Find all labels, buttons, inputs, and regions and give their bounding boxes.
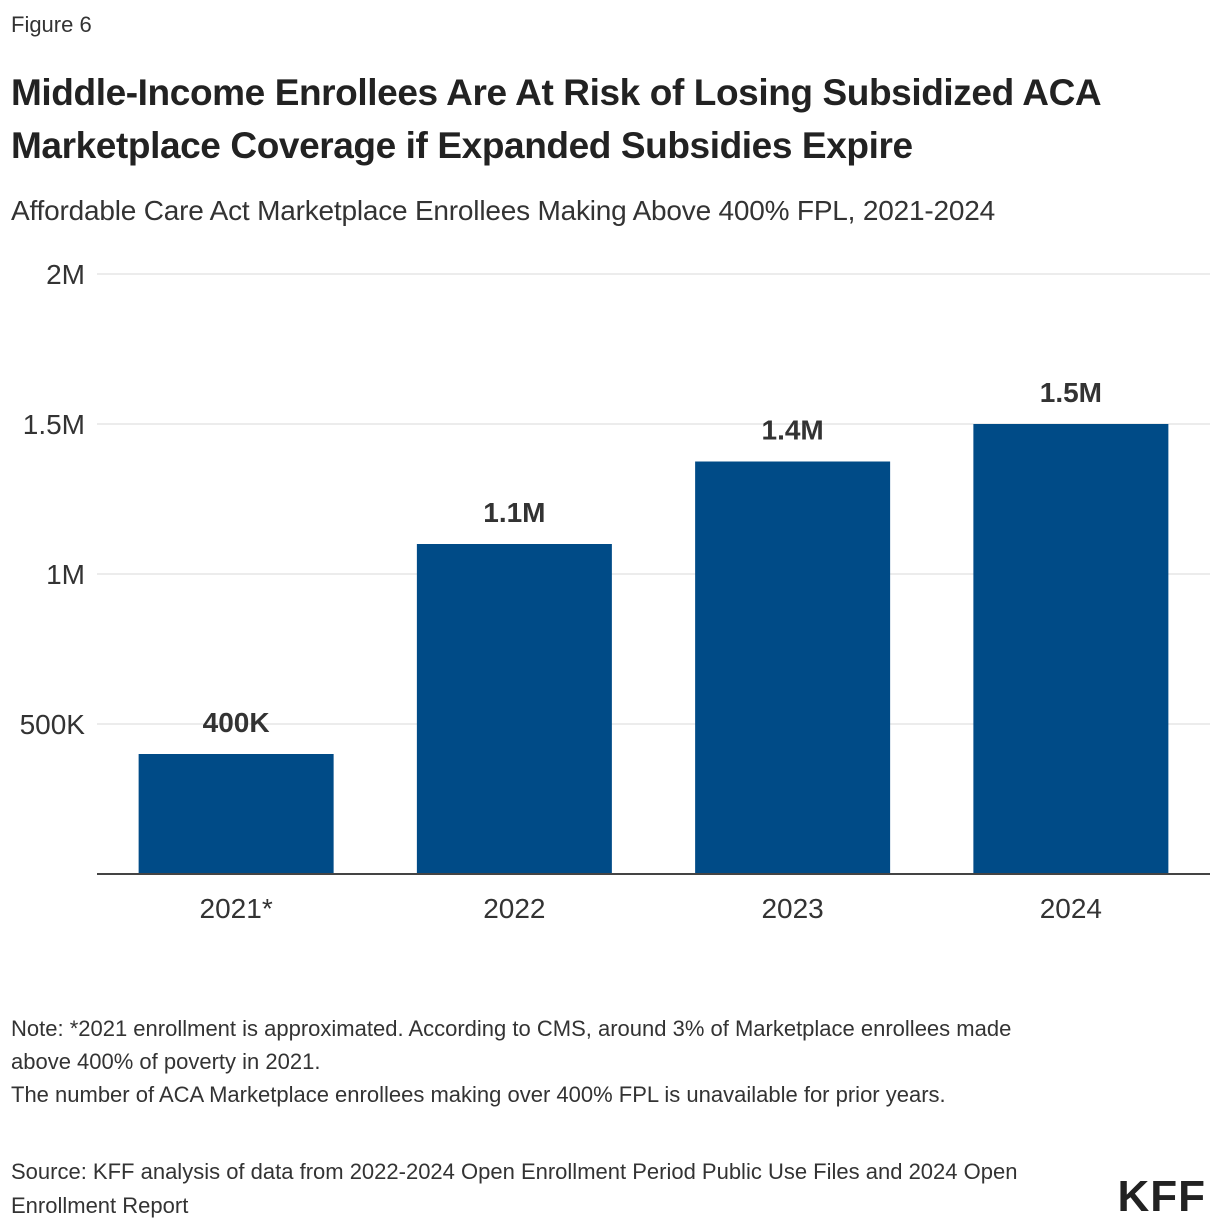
y-tick-label: 500K <box>20 709 86 740</box>
note-line: The number of ACA Marketplace enrollees … <box>11 1082 946 1107</box>
figure-label: Figure 6 <box>11 12 92 37</box>
x-tick-label: 2024 <box>1040 893 1102 924</box>
chart-title: Middle-Income Enrollees Are At Risk of L… <box>11 72 1100 166</box>
chart-subtitle: Affordable Care Act Marketplace Enrollee… <box>11 195 995 226</box>
y-tick-label: 1M <box>46 559 85 590</box>
bar-chart: 500K 1M 1.5M 2M 400K 2021* 1.1M 2022 1.4M 2023 1.5… <box>20 259 1210 924</box>
kff-logo: KFF <box>1117 1172 1206 1221</box>
bar <box>695 461 891 874</box>
data-label: 1.5M <box>1040 377 1102 408</box>
bar <box>416 544 612 874</box>
data-label: 400K <box>203 707 270 738</box>
x-tick-label: 2021* <box>200 893 273 924</box>
y-tick-label: 1.5M <box>23 409 85 440</box>
x-tick-label: 2022 <box>483 893 545 924</box>
data-label: 1.1M <box>483 497 545 528</box>
chart-source: Source: KFF analysis of data from 2022-2… <box>11 1159 1018 1218</box>
y-tick-label: 2M <box>46 259 85 290</box>
bar <box>973 424 1169 874</box>
data-label: 1.4M <box>762 415 824 446</box>
chart-note: Note: *2021 enrollment is approximated. … <box>11 1012 1071 1111</box>
x-tick-label: 2023 <box>761 893 823 924</box>
bar <box>138 754 334 874</box>
note-line: Note: *2021 enrollment is approximated. … <box>11 1016 1012 1074</box>
